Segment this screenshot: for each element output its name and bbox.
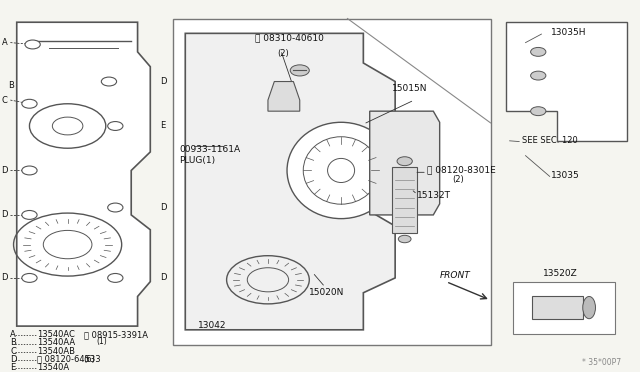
Text: 15020N: 15020N <box>309 288 345 296</box>
Text: A: A <box>1 38 7 47</box>
Circle shape <box>108 203 123 212</box>
Circle shape <box>290 65 309 76</box>
Text: D: D <box>160 203 166 212</box>
Text: Ⓑ 08120-8301E: Ⓑ 08120-8301E <box>427 165 496 174</box>
Text: D: D <box>160 77 166 86</box>
Circle shape <box>22 99 37 108</box>
Text: B: B <box>10 339 16 347</box>
Text: C: C <box>10 347 16 356</box>
Polygon shape <box>506 22 627 141</box>
Circle shape <box>531 71 546 80</box>
Text: E: E <box>160 122 165 131</box>
Text: 00933-1161A: 00933-1161A <box>179 145 240 154</box>
Polygon shape <box>268 81 300 111</box>
Text: A: A <box>10 330 16 339</box>
Text: D: D <box>160 273 166 282</box>
Text: Ⓦ 08915-3391A: Ⓦ 08915-3391A <box>83 330 147 339</box>
Circle shape <box>22 273 37 282</box>
Text: PLUG(1): PLUG(1) <box>179 156 215 165</box>
Polygon shape <box>185 33 395 330</box>
Text: 15015N: 15015N <box>392 84 428 93</box>
Text: Ⓑ 08120-64533: Ⓑ 08120-64533 <box>37 355 100 364</box>
Text: * 35*00P7: * 35*00P7 <box>582 358 621 367</box>
Text: Ⓢ 08310-40610: Ⓢ 08310-40610 <box>255 34 324 43</box>
Text: D: D <box>1 211 7 219</box>
Text: 13540AB: 13540AB <box>37 347 75 356</box>
Text: D: D <box>10 355 17 364</box>
Text: (1): (1) <box>96 337 107 346</box>
Circle shape <box>101 77 116 86</box>
Bar <box>173 19 490 344</box>
Text: 13540A: 13540A <box>37 363 69 372</box>
Text: D: D <box>1 166 7 175</box>
Bar <box>513 282 614 334</box>
Circle shape <box>531 107 546 116</box>
Text: 13540AC: 13540AC <box>37 330 75 339</box>
Circle shape <box>108 273 123 282</box>
Polygon shape <box>370 111 440 215</box>
Text: 13520Z: 13520Z <box>543 269 578 278</box>
Text: (2): (2) <box>452 175 464 184</box>
Circle shape <box>398 235 411 243</box>
Text: C: C <box>1 96 7 105</box>
Circle shape <box>25 40 40 49</box>
Polygon shape <box>17 22 150 326</box>
Text: B: B <box>8 81 13 90</box>
Ellipse shape <box>583 296 595 319</box>
Circle shape <box>531 48 546 56</box>
Circle shape <box>22 166 37 175</box>
Text: D: D <box>1 273 7 282</box>
Text: 13035H: 13035H <box>551 28 586 37</box>
Bar <box>392 167 417 234</box>
Text: FRONT: FRONT <box>440 271 470 280</box>
Ellipse shape <box>287 122 395 219</box>
Text: 13035: 13035 <box>551 171 580 180</box>
Circle shape <box>108 122 123 131</box>
Text: 13540AA: 13540AA <box>37 339 76 347</box>
Text: 15132T: 15132T <box>417 191 451 200</box>
Text: (6): (6) <box>83 355 95 364</box>
Text: SEE SEC. 120: SEE SEC. 120 <box>522 136 578 145</box>
Text: 13042: 13042 <box>198 321 227 330</box>
Text: (2): (2) <box>278 49 289 58</box>
Circle shape <box>22 211 37 219</box>
Circle shape <box>397 157 412 166</box>
Text: E: E <box>10 363 15 372</box>
Bar <box>532 296 583 319</box>
